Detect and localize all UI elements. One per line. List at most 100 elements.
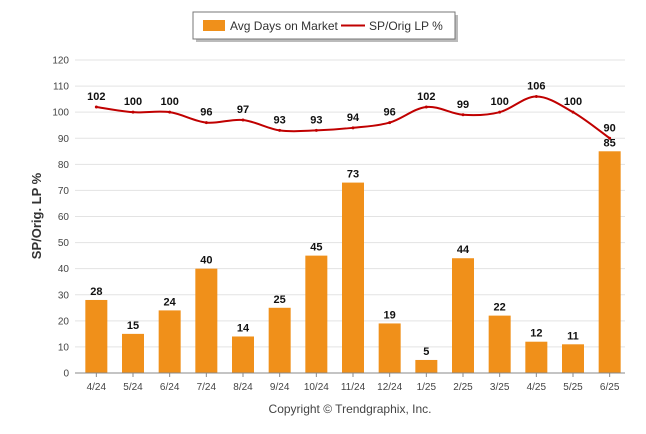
y-tick-label: 50 — [58, 238, 70, 249]
bar-days-on-market — [415, 359, 438, 373]
sp-orig-lp-line — [94, 95, 612, 140]
x-tick-label: 10/24 — [304, 382, 329, 393]
y-tick-label: 0 — [63, 369, 69, 380]
line-data-label: 97 — [237, 104, 249, 116]
bar-data-label: 25 — [274, 294, 286, 306]
line-data-label: 106 — [527, 81, 545, 93]
x-tick-label: 3/25 — [490, 382, 510, 393]
line-data-label: 100 — [124, 96, 142, 108]
line-point — [571, 110, 575, 114]
line-point — [314, 128, 318, 132]
bar-days-on-market — [378, 323, 401, 373]
x-axis-ticks: 4/24 5/24 6/24 7/24 8/24 9/24 10/24 11/24 12/24 1… — [87, 373, 620, 393]
y-tick-label: 110 — [53, 82, 69, 93]
bar-data-label: 24 — [164, 296, 177, 308]
y-tick-label: 80 — [58, 160, 70, 171]
line-data-label: 94 — [347, 112, 360, 124]
y-tick-label: 70 — [58, 186, 70, 197]
bar-days-on-market — [488, 315, 511, 373]
line-data-label: 102 — [417, 91, 435, 103]
line-point — [131, 110, 135, 114]
line-point — [241, 118, 245, 122]
line-data-label: 100 — [160, 96, 178, 108]
y-axis-label: SP/Orig. LP % — [29, 172, 44, 259]
x-tick-label: 5/24 — [123, 382, 143, 393]
bar-days-on-market — [598, 151, 621, 373]
x-tick-label: 9/24 — [270, 382, 290, 393]
bar-days-on-market — [85, 299, 108, 373]
y-tick-label: 60 — [58, 212, 70, 223]
bar-data-label: 44 — [457, 244, 470, 256]
line-point — [608, 136, 612, 140]
line-point — [204, 121, 208, 125]
x-tick-label: 12/24 — [377, 382, 402, 393]
y-tick-label: 100 — [52, 108, 69, 119]
x-tick-label: 7/24 — [197, 382, 217, 393]
line-data-label: 93 — [310, 114, 322, 126]
y-tick-label: 40 — [58, 264, 70, 275]
x-tick-label: 5/25 — [563, 382, 583, 393]
bar-data-label: 22 — [494, 302, 506, 314]
x-tick-label: 4/25 — [527, 382, 547, 393]
bar-data-label: 19 — [384, 309, 396, 321]
line-point — [534, 95, 538, 99]
bar-data-label: 11 — [567, 330, 579, 342]
bar-data-label: 5 — [423, 346, 429, 358]
line-data-label: 102 — [87, 91, 105, 103]
legend-label-days-on-market: Avg Days on Market — [230, 19, 338, 33]
x-tick-label: 1/25 — [417, 382, 437, 393]
y-tick-label: 90 — [58, 134, 70, 145]
bar-data-label: 45 — [310, 242, 322, 254]
bar-days-on-market — [268, 307, 291, 373]
line-data-label: 100 — [564, 96, 582, 108]
line-point — [388, 121, 392, 125]
x-tick-label: 4/24 — [87, 382, 107, 393]
line-point — [498, 110, 502, 114]
copyright-footer: Copyright © Trendgraphix, Inc. — [269, 402, 432, 416]
y-axis-ticks: 0 10 20 30 40 50 60 70 80 90 100 110 120 — [52, 56, 69, 380]
x-tick-label: 6/24 — [160, 382, 180, 393]
data-labels: 28 15 24 40 14 25 45 73 19 5 44 22 12 11 85 102 100 100 96… — [87, 81, 616, 358]
line-data-label: 100 — [490, 96, 508, 108]
line-point — [94, 105, 98, 109]
bars — [85, 151, 621, 373]
line-point — [351, 126, 355, 130]
x-tick-label: 8/24 — [233, 382, 253, 393]
line-data-label: 99 — [457, 99, 469, 111]
x-tick-label: 6/25 — [600, 382, 620, 393]
y-tick-label: 20 — [58, 316, 70, 327]
line-data-label: 96 — [200, 107, 212, 119]
line-point — [461, 113, 465, 117]
bar-days-on-market — [305, 255, 328, 373]
x-tick-label: 2/25 — [453, 382, 473, 393]
bar-data-label: 73 — [347, 169, 359, 181]
x-tick-label: 11/24 — [341, 382, 366, 393]
bar-data-label: 14 — [237, 322, 250, 334]
line-point — [168, 110, 172, 114]
y-tick-label: 30 — [58, 290, 70, 301]
line-data-label: 96 — [384, 107, 396, 119]
bar-data-label: 40 — [200, 255, 212, 267]
bar-days-on-market — [232, 336, 254, 373]
y-tick-label: 10 — [58, 342, 70, 353]
bar-data-label: 28 — [90, 286, 102, 298]
line-data-label: 93 — [274, 114, 286, 126]
line-point — [278, 128, 282, 132]
bar-data-label: 85 — [604, 137, 616, 149]
bar-days-on-market — [562, 344, 584, 373]
line-data-label: 90 — [604, 122, 616, 134]
bar-days-on-market — [195, 268, 218, 373]
line-point — [424, 105, 428, 109]
bar-days-on-market — [342, 182, 364, 373]
legend-label-sp-orig-lp: SP/Orig LP % — [369, 19, 443, 33]
legend-swatch-days-on-market — [203, 20, 225, 31]
bar-days-on-market — [122, 333, 144, 373]
legend: Avg Days on Market SP/Orig LP % — [192, 11, 458, 42]
bar-data-label: 12 — [530, 328, 542, 340]
bar-data-label: 15 — [127, 320, 139, 332]
bar-days-on-market — [525, 341, 548, 373]
y-tick-label: 120 — [52, 56, 69, 67]
bar-days-on-market — [452, 258, 474, 373]
bar-days-on-market — [158, 310, 181, 373]
